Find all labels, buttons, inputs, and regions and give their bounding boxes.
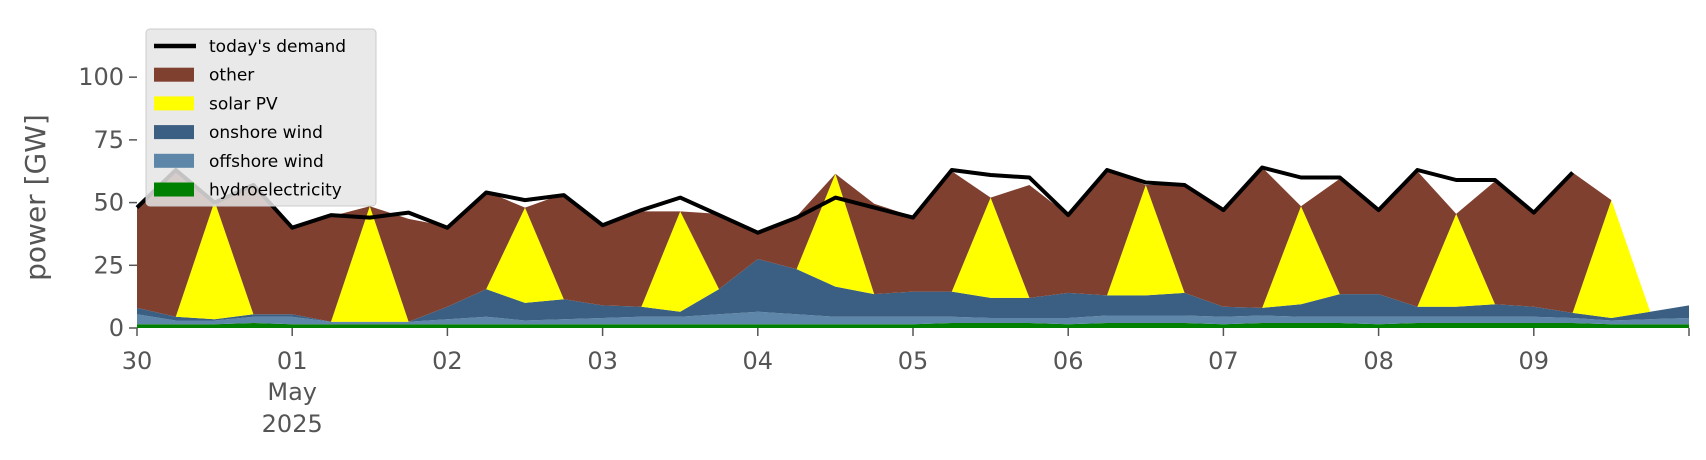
demand-line-layer xyxy=(135,165,1575,235)
legend-label-solar-pv: solar PV xyxy=(209,94,278,114)
x-tick-label: 01 xyxy=(277,347,308,375)
x-tick-label: 06 xyxy=(1053,347,1084,375)
area-other xyxy=(137,167,1689,322)
x-tick-label: 30 xyxy=(122,347,153,375)
legend: today's demand other solar PV onshore wind o… xyxy=(145,28,377,207)
x-tick-label: 07 xyxy=(1208,347,1239,375)
legend-swatch-solar-pv xyxy=(154,96,194,111)
legend-label-other: other xyxy=(209,66,254,86)
area-hydroelectricity xyxy=(137,323,1689,328)
legend-label-today-s-demand: today's demand xyxy=(209,37,346,57)
x-tick-label: 02 xyxy=(432,347,463,375)
y-tick-label: 50 xyxy=(93,189,124,217)
legend-box xyxy=(145,28,377,207)
legend-label-offshore-wind: offshore wind xyxy=(209,152,324,172)
y-tick-label: 75 xyxy=(93,126,124,154)
legend-swatch-other xyxy=(154,67,194,82)
stacked-area-layers xyxy=(137,167,1689,328)
legend-label-hydroelectricity: hydroelectricity xyxy=(209,181,342,201)
y-axis-label: power [GW] xyxy=(19,114,52,281)
x-tick-month-label: May xyxy=(267,378,317,406)
legend-label-onshore-wind: onshore wind xyxy=(209,123,323,143)
area-onshore-wind xyxy=(137,259,1689,322)
y-tick-label: 100 xyxy=(78,63,124,91)
y-tick-label: 25 xyxy=(93,251,124,279)
x-tick-label: 08 xyxy=(1363,347,1394,375)
area-solar-pv xyxy=(137,173,1689,322)
legend-swatch-hydroelectricity xyxy=(154,182,194,197)
demand-line xyxy=(135,165,1575,235)
y-tick-label: 0 xyxy=(109,314,124,342)
x-tick-label: 05 xyxy=(898,347,929,375)
legend-swatch-offshore-wind xyxy=(154,153,194,168)
area-offshore-wind xyxy=(137,311,1689,325)
x-tick-label: 04 xyxy=(743,347,774,375)
axes: 0 25 50 75 100 30 01 May 2025 02 03 04 05 06 07 08 09 pow… xyxy=(19,63,1690,438)
x-tick-label: 09 xyxy=(1519,347,1550,375)
x-tick-year-label: 2025 xyxy=(262,410,323,438)
legend-swatch-onshore-wind xyxy=(154,125,194,140)
x-tick-label: 03 xyxy=(587,347,618,375)
